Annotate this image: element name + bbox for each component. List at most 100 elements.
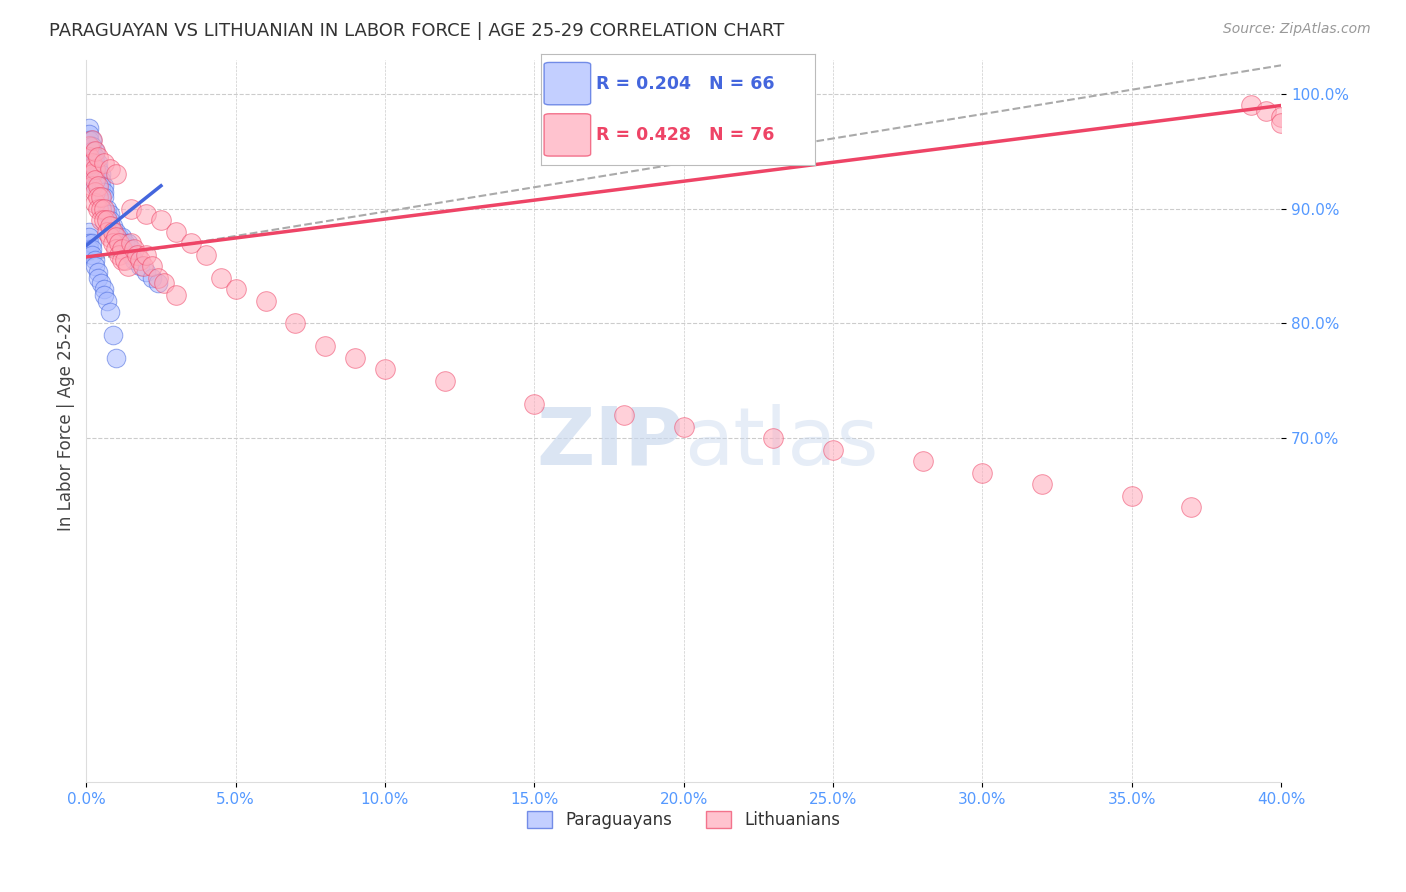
Point [84,173,107,187]
Point [1031,477,1053,491]
FancyBboxPatch shape [544,62,591,105]
Point [146,277,169,291]
Point [82,156,104,170]
Point [165,225,187,239]
Point [96,213,118,227]
Point [101,225,124,239]
Point [77,127,100,141]
Point [125,247,148,261]
Point [87,167,110,181]
Point [105,351,128,365]
Point [1270,116,1292,130]
Point [114,253,136,268]
Legend: Paraguayans, Lithuanians: Paraguayans, Lithuanians [520,804,846,836]
Text: atlas: atlas [683,404,879,482]
Point [87,178,110,193]
Point [77,161,100,176]
Point [762,431,785,445]
Point [108,236,131,251]
Point [98,161,121,176]
Point [77,121,100,136]
Point [90,213,112,227]
Point [87,173,110,187]
Text: ZIP: ZIP [537,404,683,482]
Point [87,190,110,204]
Point [146,270,169,285]
Point [209,270,232,285]
Point [84,173,107,187]
Point [1256,104,1278,119]
Point [117,259,139,273]
Point [122,253,145,268]
Point [120,247,142,261]
Point [84,178,107,193]
Point [101,225,124,239]
Point [821,442,844,457]
Point [90,190,112,204]
Point [111,230,134,244]
Point [98,213,121,227]
Point [93,156,115,170]
Point [82,242,104,256]
Point [672,419,695,434]
FancyBboxPatch shape [544,114,591,156]
Point [82,247,104,261]
Point [90,167,112,181]
Point [82,138,104,153]
Point [84,185,107,199]
Point [108,230,131,244]
Point [114,236,136,251]
Point [96,293,118,308]
Point [82,133,104,147]
Point [93,178,115,193]
Point [194,247,217,261]
Point [111,242,134,256]
Point [87,202,110,216]
Point [98,305,121,319]
Point [254,293,277,308]
Point [84,145,107,159]
Point [90,178,112,193]
Text: Source: ZipAtlas.com: Source: ZipAtlas.com [1223,22,1371,37]
Point [90,202,112,216]
Point [82,167,104,181]
Point [90,190,112,204]
Point [1240,98,1263,112]
Point [82,133,104,147]
Point [96,207,118,221]
Point [225,282,247,296]
Point [82,150,104,164]
Point [111,236,134,251]
Point [77,150,100,164]
Point [77,138,100,153]
Point [523,397,546,411]
Point [84,150,107,164]
Point [77,242,100,256]
Point [84,161,107,176]
Point [132,259,155,273]
Point [122,242,145,256]
Point [135,247,157,261]
Point [1180,500,1202,514]
Point [82,145,104,159]
Point [82,236,104,251]
Point [93,202,115,216]
Point [105,167,128,181]
Point [82,178,104,193]
Point [93,213,115,227]
Point [111,253,134,268]
Point [96,225,118,239]
Point [108,247,131,261]
Point [613,409,636,423]
Point [180,236,202,251]
Point [120,236,142,251]
Point [344,351,367,365]
Point [77,236,100,251]
Point [1121,489,1143,503]
Point [87,156,110,170]
Point [433,374,456,388]
Point [93,282,115,296]
Point [314,339,336,353]
Point [101,236,124,251]
Point [87,161,110,176]
